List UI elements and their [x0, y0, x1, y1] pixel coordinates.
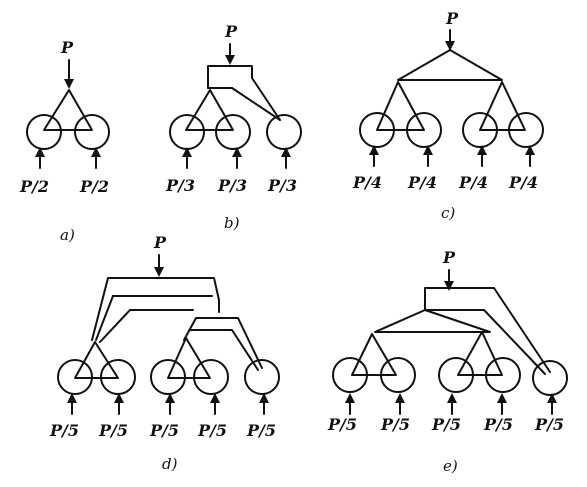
- panel-b-caption: b): [224, 214, 240, 232]
- panel-e-top-beam-outline: [424, 287, 551, 373]
- panel-a-support-2: [74, 114, 110, 150]
- panel-c-reaction-3: P/4: [458, 173, 488, 192]
- panel-c-reaction-1: P/4: [352, 173, 382, 192]
- panel-d-reaction-5: P/5: [246, 421, 276, 440]
- panel-c-load-label: P: [445, 9, 459, 28]
- panel-b-reaction-3: P/3: [267, 176, 297, 195]
- panel-b-upper-beam: [207, 65, 281, 121]
- panel-c-caption: c): [441, 204, 455, 222]
- panel-a: P P/2 P/2 a): [19, 38, 110, 244]
- panel-e-reaction-3: P/5: [431, 415, 461, 434]
- panel-e-reaction-5: P/5: [534, 415, 564, 434]
- panel-d-load-label: P: [153, 233, 167, 252]
- panel-d-reaction-2: P/5: [98, 421, 128, 440]
- panel-b-reaction-2: P/3: [217, 176, 247, 195]
- panel-d: P P/5 P/5 P/5 P/5 P/5 d): [49, 233, 280, 473]
- panel-b: P P/3 P/3 P/3 b): [165, 22, 302, 232]
- panel-e-reaction-4: P/5: [483, 415, 513, 434]
- panel-d-top-beam-left-leg: [95, 295, 114, 341]
- panel-c-reaction-4: P/4: [508, 173, 538, 192]
- panel-a-triangle-beam: [43, 89, 93, 131]
- panel-d-reaction-3: P/5: [149, 421, 179, 440]
- panel-e-mid-beam: [374, 309, 491, 333]
- panel-d-triangle-1: [74, 341, 119, 379]
- panel-a-caption: a): [60, 226, 75, 244]
- panel-b-support-2: [215, 114, 251, 150]
- panel-b-support-1: [169, 114, 205, 150]
- panel-e-load-label: P: [442, 248, 456, 267]
- panel-e-top-beam-inner: [424, 309, 546, 375]
- panel-d-reaction-4: P/5: [197, 421, 227, 440]
- panel-b-reaction-1: P/3: [165, 176, 195, 195]
- panel-a-reaction-1: P/2: [19, 177, 49, 196]
- panel-d-caption: d): [162, 455, 178, 473]
- panel-e-support-5: [532, 360, 568, 396]
- panel-e-reaction-1: P/5: [327, 415, 357, 434]
- panel-e-support-2: [380, 357, 416, 393]
- panel-c-triangle-left: [376, 81, 425, 131]
- panel-a-load-label: P: [60, 38, 74, 57]
- panel-e-support-4: [485, 357, 521, 393]
- panel-a-support-1: [26, 114, 62, 150]
- panel-e: P P/5 P/5 P/5 P/5 P/5 e): [327, 248, 568, 475]
- panel-b-upper-beam-diag: [231, 87, 281, 121]
- panel-d-support-5: [244, 359, 280, 395]
- panel-a-reaction-2: P/2: [79, 177, 109, 196]
- panel-e-support-3: [438, 357, 474, 393]
- panel-b-triangle-beam: [185, 89, 234, 131]
- panel-e-support-1: [332, 357, 368, 393]
- panel-b-support-3: [266, 114, 302, 150]
- panel-e-triangle-1: [351, 333, 397, 376]
- panel-c-upper-beam: [397, 49, 503, 81]
- panel-d-link: [99, 309, 194, 343]
- panel-c: P P/4 P/4 P/4 P/4 c): [352, 9, 544, 222]
- panel-e-triangle-2: [457, 331, 503, 376]
- panel-d-reaction-1: P/5: [49, 421, 79, 440]
- panel-d-triangle-2: [167, 337, 211, 379]
- panel-c-triangle-right: [479, 81, 526, 131]
- panel-c-reaction-2: P/4: [407, 173, 437, 192]
- panel-d-right-frame-inner: [189, 329, 259, 371]
- panel-b-load-label: P: [224, 22, 238, 41]
- panel-e-caption: e): [443, 457, 458, 475]
- panel-e-reaction-2: P/5: [380, 415, 410, 434]
- panel-d-right-frame: [183, 317, 263, 369]
- panel-d-top-beam-outline: [91, 277, 220, 341]
